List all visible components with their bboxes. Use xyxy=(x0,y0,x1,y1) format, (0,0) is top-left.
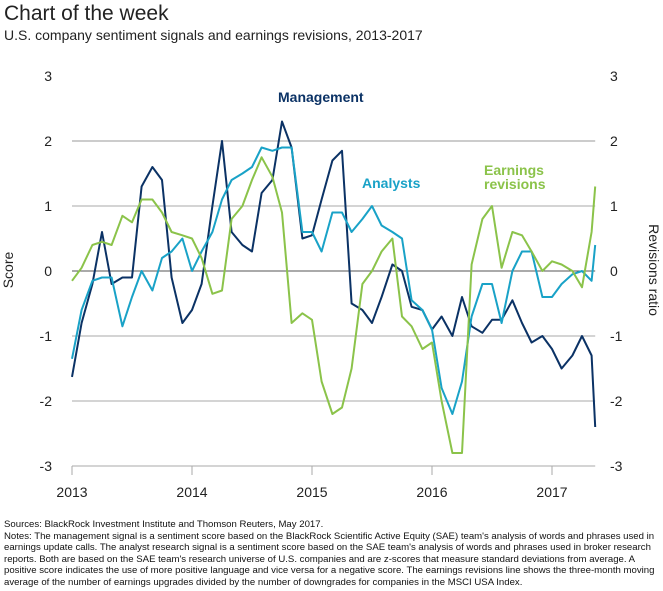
notes-text: Notes: The management signal is a sentim… xyxy=(4,530,655,588)
label-management: Management xyxy=(278,89,364,105)
chart-subtitle: U.S. company sentiment signals and earni… xyxy=(4,27,423,43)
y-right-tick-label: 1 xyxy=(610,198,618,214)
series-line-analysts xyxy=(71,146,597,415)
y-tick-label: -1 xyxy=(40,328,53,344)
label-analysts: Analysts xyxy=(362,175,421,191)
y-right-tick-label: -2 xyxy=(610,393,623,409)
series-line-management xyxy=(71,120,597,428)
chart-title: Chart of the week xyxy=(4,2,169,25)
x-axis: 2013 2014 2015 2016 2017 xyxy=(56,466,568,500)
series-lines xyxy=(71,120,597,454)
y-tick-label: 2 xyxy=(44,133,52,149)
y-right-tick-label: 3 xyxy=(610,68,618,84)
y-tick-label: 1 xyxy=(44,198,52,214)
y-axis-label: Score xyxy=(0,252,16,289)
x-tick-label: 2014 xyxy=(176,484,207,500)
y-axis-left-ticks: 3 2 1 0 -1 -2 -3 xyxy=(40,68,53,474)
x-tick-label: 2013 xyxy=(56,484,87,500)
y-right-tick-label: 0 xyxy=(610,263,618,279)
y-tick-label: -3 xyxy=(40,458,53,474)
y-tick-label: 3 xyxy=(44,68,52,84)
y-right-tick-label: -3 xyxy=(610,458,623,474)
x-tick-label: 2017 xyxy=(536,484,567,500)
footnotes: Sources: BlackRock Investment Institute … xyxy=(4,519,659,589)
y-tick-label: -2 xyxy=(40,393,53,409)
y-tick-label: 0 xyxy=(44,263,52,279)
sources-text: Sources: BlackRock Investment Institute … xyxy=(4,519,324,530)
label-earnings-revisions-line2: revisions xyxy=(484,176,546,192)
label-earnings-revisions-line1: Earnings xyxy=(484,162,544,178)
y-axis-right-label: Revisions ratio xyxy=(646,224,662,316)
y-axis-right-ticks: 3 2 1 0 -1 -2 -3 xyxy=(610,68,623,474)
x-tick-label: 2015 xyxy=(296,484,327,500)
y-right-tick-label: -1 xyxy=(610,328,623,344)
y-right-tick-label: 2 xyxy=(610,133,618,149)
x-tick-label: 2016 xyxy=(416,484,447,500)
series-line-earnings-revisions xyxy=(71,156,597,454)
